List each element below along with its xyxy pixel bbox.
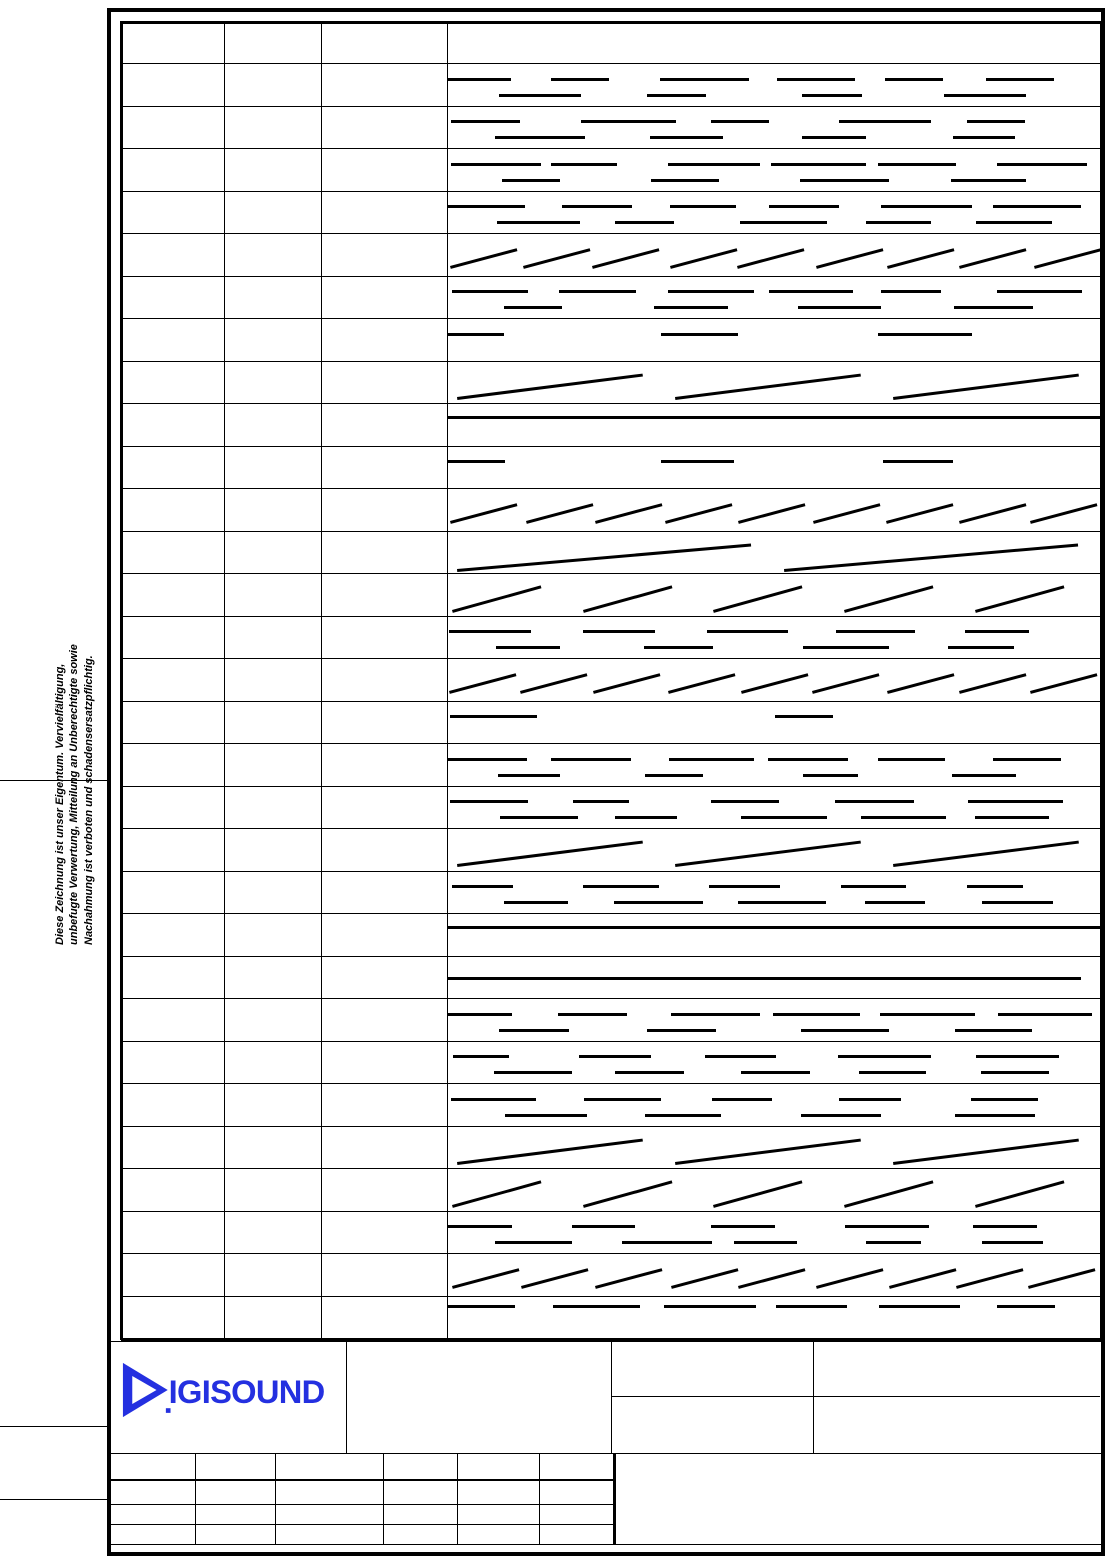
svg-text:IGISOUND: IGISOUND [169,1373,325,1410]
